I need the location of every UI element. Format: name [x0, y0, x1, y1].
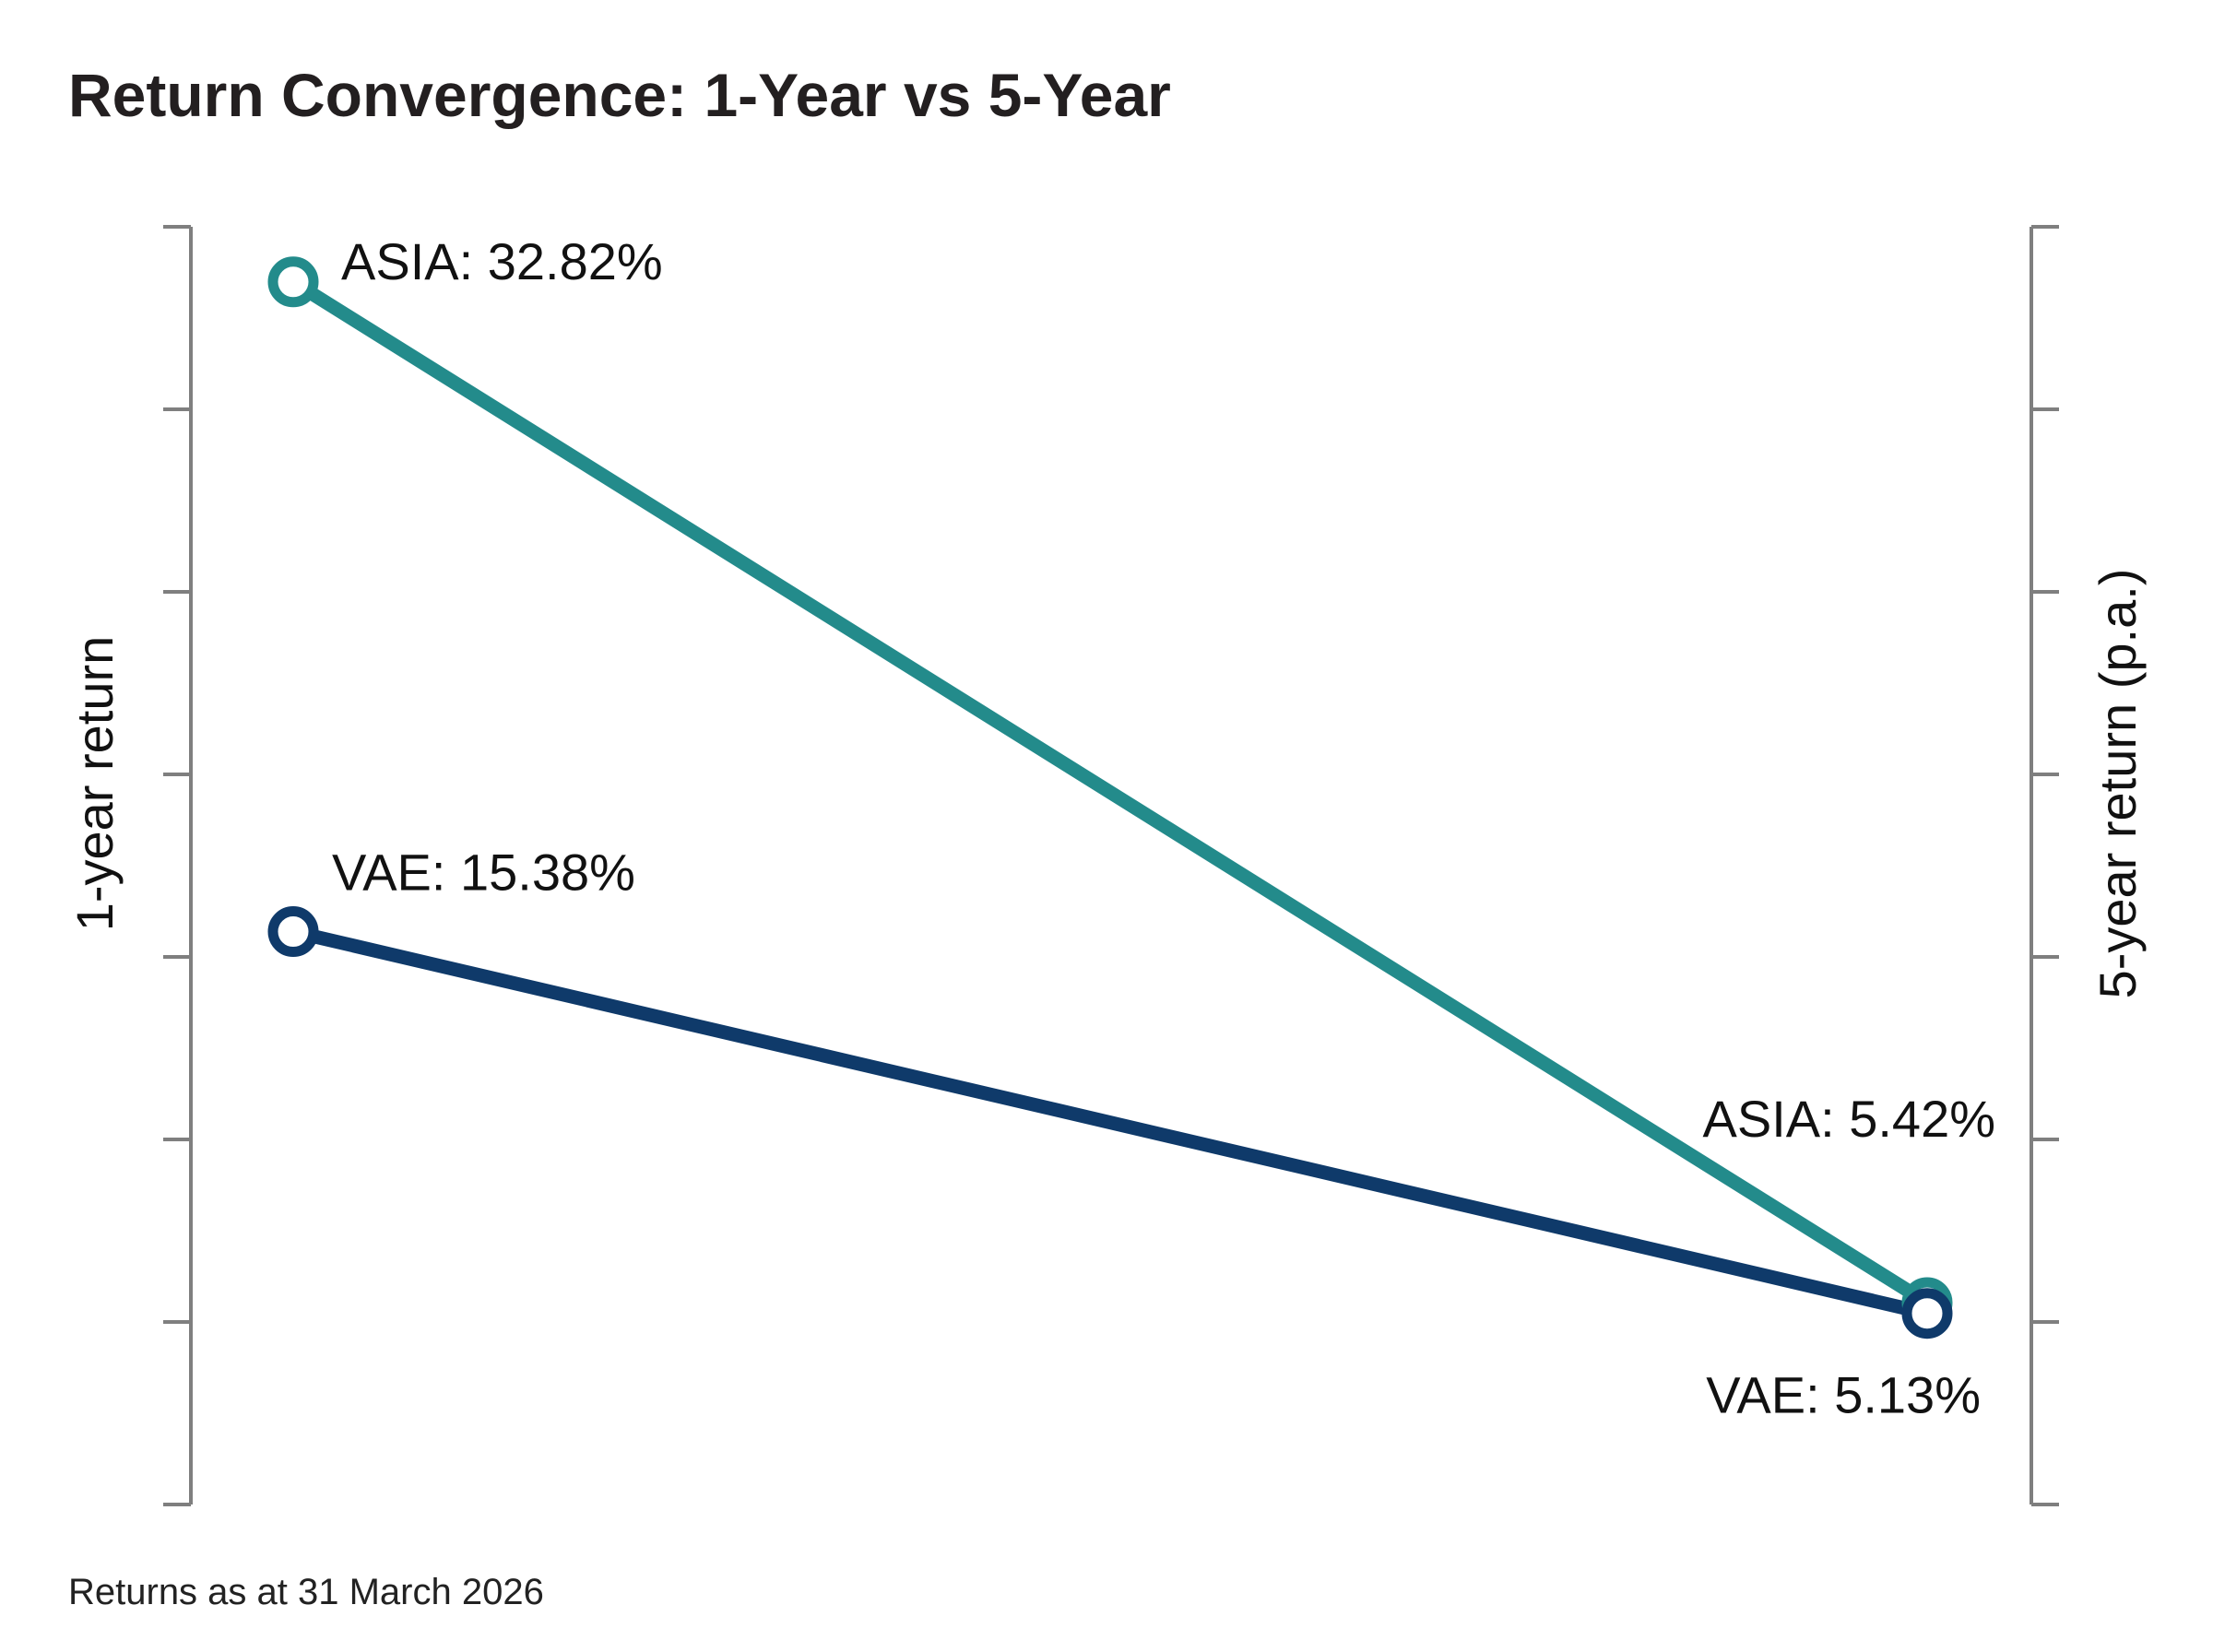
data-label-vae-2: VAE: 5.13% — [1706, 1366, 1981, 1424]
footnote: Returns as at 31 March 2026 — [68, 1572, 544, 1612]
data-label-asia-1: ASIA: 32.82% — [341, 232, 663, 290]
right-axis — [2030, 225, 2059, 1506]
data-point-vae-2 — [1901, 1288, 1953, 1339]
right-axis-title: 5-year return (p.a.) — [2089, 569, 2147, 999]
left-axis — [163, 225, 193, 1506]
series-layer: ASIA: 32.82% ASIA: 5.42% VAE: 15.38% VAE: 5… — [267, 232, 1995, 1424]
chart-title: Return Convergence: 1-Year vs 5-Year — [68, 61, 1171, 129]
data-point-vae-1 — [267, 906, 319, 958]
series-line-asia — [286, 275, 1935, 1310]
data-label-asia-2: ASIA: 5.42% — [1702, 1090, 1995, 1148]
series-line-vae — [286, 925, 1935, 1321]
data-point-asia-1 — [267, 256, 319, 308]
left-axis-title: 1-year return — [65, 636, 124, 932]
data-label-vae-1: VAE: 15.38% — [332, 844, 635, 902]
